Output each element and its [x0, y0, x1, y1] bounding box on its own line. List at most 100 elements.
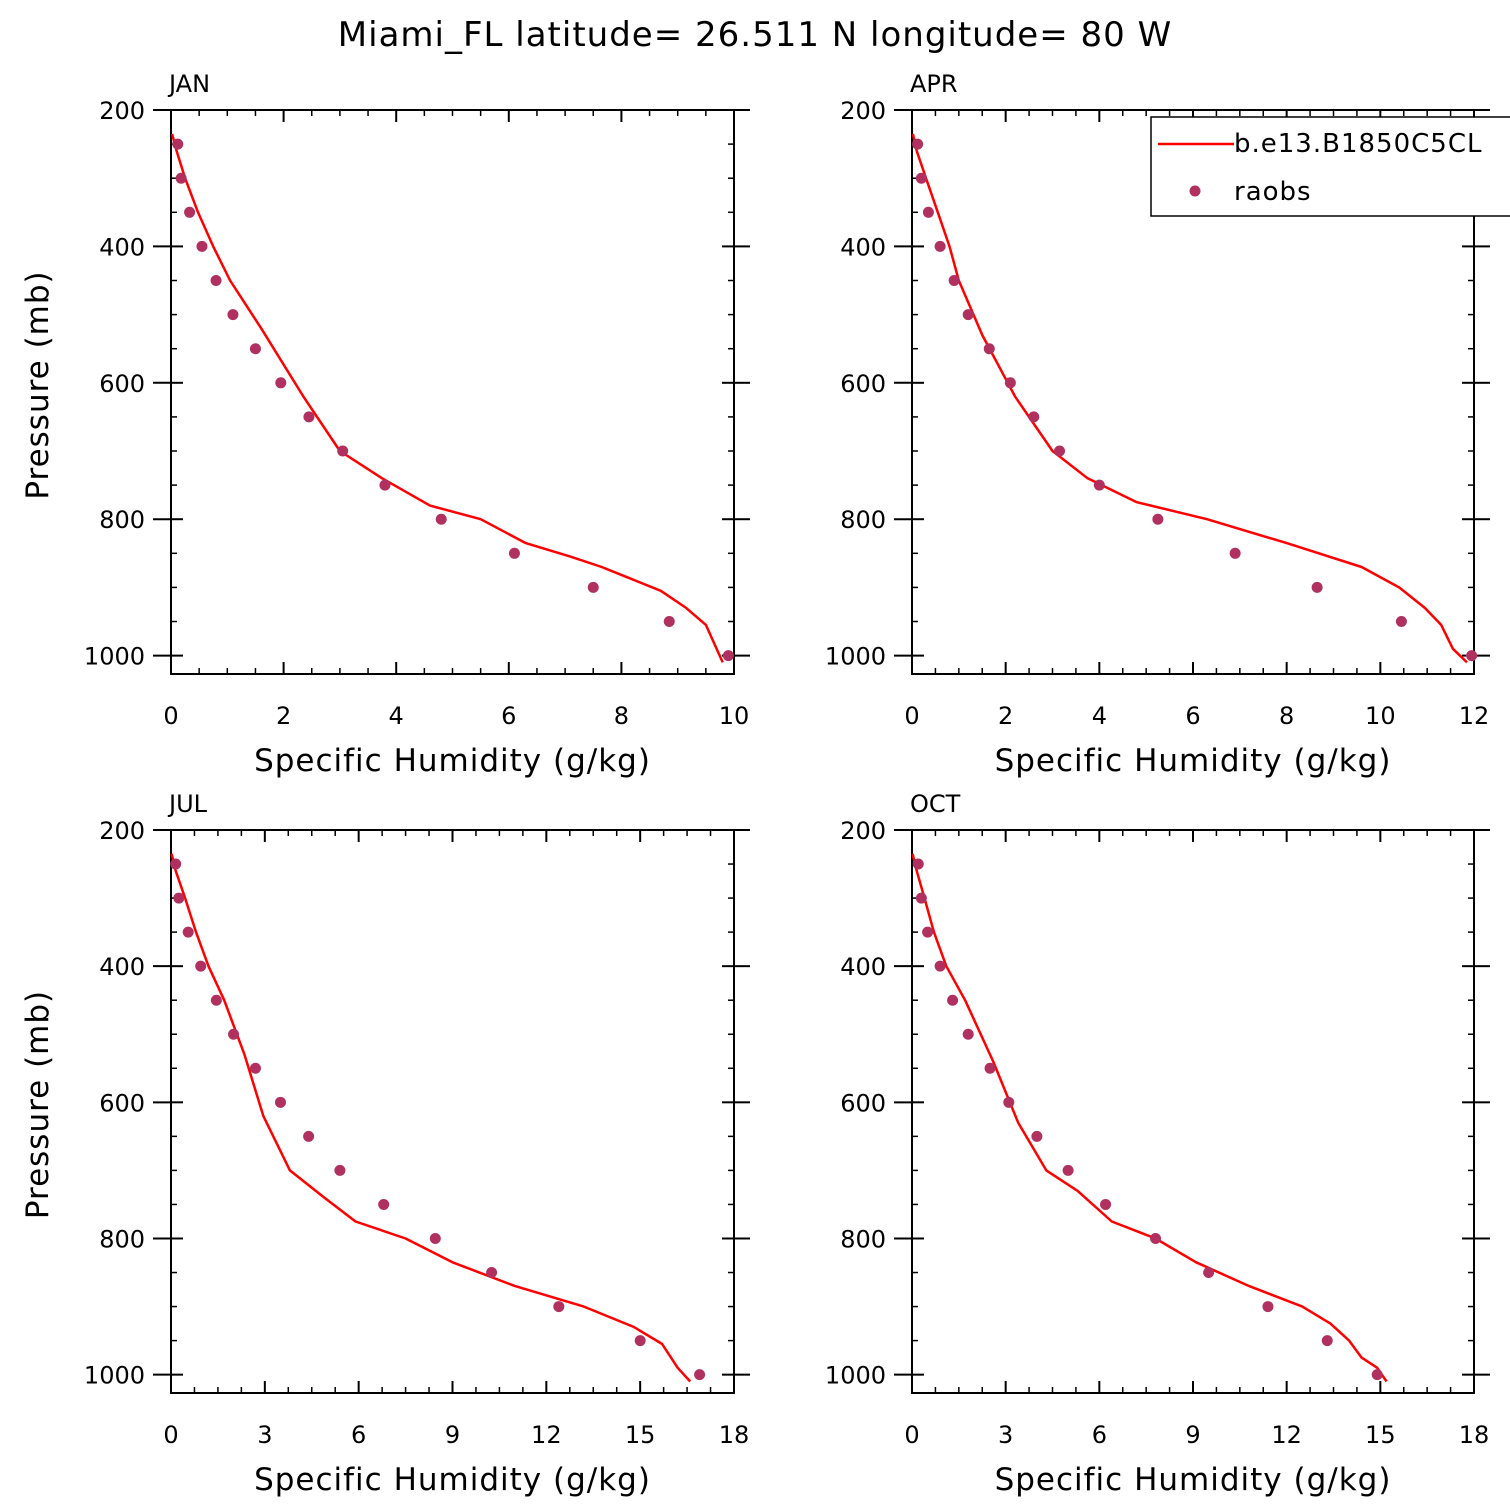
- raobs-point: [1311, 581, 1323, 593]
- x-axis-label: Specific Humidity (g/kg): [254, 743, 651, 779]
- raobs-point: [983, 343, 995, 355]
- raobs-point: [1003, 1096, 1015, 1108]
- x-tick-label: 2: [998, 702, 1013, 730]
- y-axis-label: Pressure (mb): [20, 270, 56, 499]
- raobs-point: [1031, 1130, 1043, 1142]
- x-tick-label: 2: [276, 702, 291, 730]
- x-tick-label: 9: [445, 1421, 460, 1449]
- panel-label: JUL: [167, 790, 208, 818]
- raobs-point: [1203, 1267, 1215, 1279]
- raobs-point: [934, 960, 946, 972]
- raobs-point: [173, 892, 185, 904]
- y-tick-label: 1000: [825, 643, 886, 671]
- raobs-point: [912, 858, 924, 870]
- raobs-point: [587, 581, 599, 593]
- y-tick-label: 600: [99, 1089, 145, 1117]
- raobs-point: [227, 309, 239, 321]
- legend-dot-swatch: [1189, 185, 1201, 197]
- y-tick-label: 600: [99, 370, 145, 398]
- raobs-point: [210, 275, 222, 287]
- raobs-point: [275, 377, 287, 389]
- raobs-point: [175, 172, 187, 184]
- raobs-point: [334, 1164, 346, 1176]
- y-tick-label: 400: [99, 953, 145, 981]
- raobs-point: [934, 240, 946, 252]
- raobs-point: [184, 206, 196, 218]
- x-tick-label: 10: [719, 702, 750, 730]
- model-line: [170, 853, 692, 1383]
- panel-jan: JAN 0 2 4 6 8 10 200 400 600 800 1000 Specific Humid…: [20, 70, 750, 779]
- model-line: [170, 133, 724, 663]
- x-tick-label: 12: [1459, 702, 1490, 730]
- x-tick-label: 0: [904, 1421, 919, 1449]
- legend-obs-label: raobs: [1234, 177, 1312, 207]
- x-tick-label: 18: [1459, 1421, 1490, 1449]
- raobs-point: [195, 960, 207, 972]
- raobs-point: [553, 1301, 565, 1313]
- panel-oct: OCT 0 3 6 9 12 15 18 200 400 600 800 1000 Specific Hu…: [825, 790, 1490, 1498]
- x-tick-label: 3: [998, 1421, 1013, 1449]
- legend-model-label: b.e13.B1850C5CL: [1234, 129, 1482, 159]
- x-axis-label: Specific Humidity (g/kg): [995, 1462, 1392, 1498]
- x-tick-label: 12: [531, 1421, 562, 1449]
- panel-jul: JUL 0 3 6 9 12 15 18 200 400 600 800 1000 Specific Hu…: [20, 790, 750, 1498]
- x-tick-label: 4: [1092, 702, 1107, 730]
- x-tick-label: 0: [163, 702, 178, 730]
- x-tick-label: 15: [625, 1421, 656, 1449]
- panel-label: OCT: [910, 790, 961, 818]
- raobs-point: [922, 926, 934, 938]
- x-axis-label: Specific Humidity (g/kg): [254, 1462, 651, 1498]
- raobs-point: [508, 547, 520, 559]
- raobs-point: [1062, 1164, 1074, 1176]
- figure-title: Miami_FL latitude= 26.511 N longitude= 8…: [338, 15, 1172, 55]
- y-tick-label: 200: [840, 817, 886, 845]
- y-tick-label: 400: [840, 953, 886, 981]
- raobs-point: [948, 275, 960, 287]
- raobs-point: [984, 1062, 996, 1074]
- x-tick-label: 0: [904, 702, 919, 730]
- raobs-point: [379, 479, 391, 491]
- raobs-point: [1028, 411, 1040, 423]
- raobs-point: [228, 1028, 240, 1040]
- x-tick-label: 4: [389, 702, 404, 730]
- raobs-point: [249, 1062, 261, 1074]
- raobs-point: [486, 1267, 498, 1279]
- y-tick-label: 1000: [84, 643, 145, 671]
- plot-frame: [170, 109, 735, 675]
- legend: b.e13.B1850C5CL raobs: [1150, 116, 1510, 217]
- plot-frame: [911, 829, 1475, 1394]
- raobs-point: [429, 1232, 441, 1244]
- panel-label: JAN: [167, 70, 210, 98]
- x-tick-label: 9: [1185, 1421, 1200, 1449]
- y-tick-label: 1000: [825, 1362, 886, 1390]
- legend-box: [1150, 116, 1510, 217]
- y-tick-label: 800: [840, 1225, 886, 1253]
- raobs-point: [1229, 547, 1241, 559]
- raobs-point: [915, 892, 927, 904]
- raobs-point: [210, 994, 222, 1006]
- x-tick-label: 6: [1185, 702, 1200, 730]
- x-tick-label: 15: [1365, 1421, 1396, 1449]
- raobs-point: [182, 926, 194, 938]
- y-tick-label: 800: [99, 506, 145, 534]
- raobs-point: [1150, 1232, 1162, 1244]
- x-tick-label: 6: [1092, 1421, 1107, 1449]
- raobs-point: [1004, 377, 1016, 389]
- raobs-point: [1152, 513, 1164, 525]
- x-tick-label: 18: [719, 1421, 750, 1449]
- raobs-point: [1466, 650, 1478, 662]
- raobs-point: [196, 240, 208, 252]
- panel-apr: APR 0 2 4 6 8 10 12 200 400 600 800 1000 Specific Hum…: [825, 70, 1490, 779]
- x-tick-label: 8: [614, 702, 629, 730]
- x-tick-label: 0: [163, 1421, 178, 1449]
- raobs-point: [1100, 1198, 1112, 1210]
- y-tick-label: 800: [840, 506, 886, 534]
- raobs-point: [962, 309, 974, 321]
- raobs-point: [1054, 445, 1066, 457]
- y-tick-label: 800: [99, 1225, 145, 1253]
- raobs-point: [249, 343, 261, 355]
- y-tick-label: 200: [840, 97, 886, 125]
- raobs-point: [378, 1198, 390, 1210]
- model-line: [911, 853, 1388, 1383]
